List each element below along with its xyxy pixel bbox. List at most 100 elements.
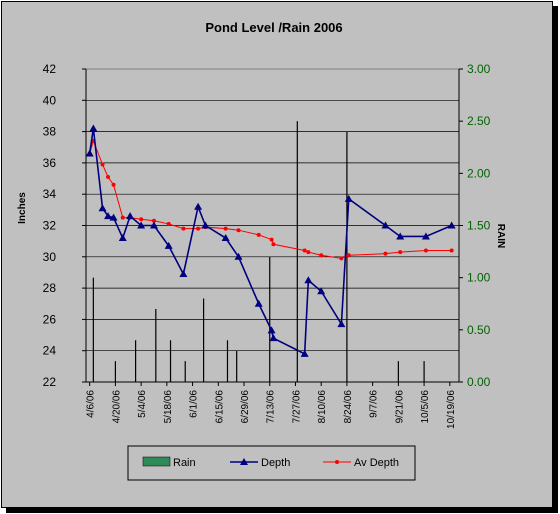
depth-point: [269, 334, 278, 342]
av-depth-point: [139, 217, 144, 222]
rain-bar: [397, 361, 399, 382]
rain-bar: [423, 361, 425, 382]
depth-point: [85, 149, 94, 157]
right-tick-label: 3.00: [467, 62, 491, 76]
right-tick-label: 1.50: [467, 219, 491, 233]
left-tick-label: 32: [43, 219, 57, 233]
depth-point: [179, 270, 188, 278]
depth-point: [304, 276, 313, 284]
depth-point: [337, 320, 346, 328]
x-tick-label: 7/13/06: [266, 390, 277, 424]
frame-shadow-right: [553, 6, 558, 512]
legend-label-depth: Depth: [261, 457, 290, 469]
rain-bar: [114, 361, 116, 382]
depth-point: [194, 202, 203, 210]
x-tick-label: 9/21/06: [394, 390, 405, 424]
legend-label-av-depth: Av Depth: [354, 457, 399, 469]
x-tick-label: 10/19/06: [446, 390, 457, 429]
av-depth-point: [181, 226, 186, 231]
x-tick-label: 4/6/06: [86, 390, 97, 418]
right-tick-label: 2.50: [467, 114, 491, 128]
legend-label-rain: Rain: [173, 457, 196, 469]
depth-point: [149, 221, 158, 229]
depth-point: [221, 234, 230, 242]
left-tick-label: 22: [43, 375, 57, 389]
av-depth-point: [196, 226, 201, 231]
left-tick-label: 30: [43, 250, 57, 264]
left-axis: 22 24 26 28 30 32 34 36 38 40 42: [43, 62, 87, 389]
depth-point: [396, 232, 405, 240]
x-tick-label: 8/10/06: [317, 390, 328, 424]
rain-bar: [184, 361, 186, 382]
left-tick-label: 28: [43, 281, 57, 295]
right-tick-label: 2.00: [467, 166, 491, 180]
y-axis-label-left: Inches: [17, 192, 28, 224]
av-depth-point: [271, 242, 276, 247]
av-depth-point: [339, 256, 344, 261]
depth-point: [381, 221, 390, 229]
rain-bar: [346, 131, 348, 382]
av-depth-point: [236, 228, 241, 233]
depth-point: [447, 221, 456, 229]
av-depth-point: [449, 248, 454, 253]
x-tick-label: 6/15/06: [214, 390, 225, 424]
rain-bar: [155, 308, 157, 382]
depth-point: [89, 124, 98, 132]
x-tick-label: 8/24/06: [343, 390, 354, 424]
av-depth-point: [423, 248, 428, 253]
rain-bar: [269, 256, 271, 382]
av-depth-point: [223, 226, 228, 231]
rain-bar: [135, 340, 137, 382]
left-tick-label: 38: [43, 125, 57, 139]
left-tick-label: 34: [43, 187, 57, 201]
x-tick-label: 5/4/06: [137, 390, 148, 418]
depth-point: [267, 326, 276, 334]
av-depth-point: [346, 253, 351, 258]
av-depth-point: [269, 237, 274, 242]
x-tick-label: 10/5/06: [420, 390, 431, 424]
rain-bars: [92, 121, 425, 383]
legend-marker-depth: [240, 458, 248, 465]
depth-series: [85, 124, 456, 357]
av-depth-point: [256, 232, 261, 237]
x-tick-label: 7/27/06: [291, 390, 302, 424]
av-depth-point: [120, 215, 125, 220]
depth-point: [317, 287, 326, 295]
av-depth-point: [306, 250, 311, 255]
av-depth-point: [383, 251, 388, 256]
depth-point: [164, 241, 173, 249]
right-tick-label: 0.00: [467, 375, 491, 389]
y-axis-label-right: RAIN: [495, 224, 506, 248]
depth-point: [98, 204, 107, 212]
right-tick-label: 1.00: [467, 271, 491, 285]
x-tick-label: 9/7/06: [369, 390, 380, 418]
left-tick-label: 36: [43, 156, 57, 170]
av-depth-point: [100, 162, 105, 167]
rain-bar: [296, 121, 298, 383]
depth-point: [126, 212, 135, 220]
av-depth-point: [106, 174, 111, 179]
depth-point: [137, 221, 146, 229]
x-axis: 4/6/06 4/20/06 5/4/06 5/18/06 6/1/06 6/15/06 6…: [86, 381, 459, 429]
x-tick-label: 6/1/06: [189, 390, 200, 418]
av-depth-point: [151, 218, 156, 223]
depth-point: [118, 234, 127, 242]
right-tick-label: 0.50: [467, 323, 491, 337]
av-depth-point: [398, 250, 403, 255]
left-tick-label: 24: [43, 344, 57, 358]
legend-box: [127, 445, 416, 481]
right-axis: 0.00 0.50 1.00 1.50 2.00 2.50 3.00: [458, 62, 491, 389]
legend-marker-av-depth: [335, 460, 339, 464]
rain-bar: [236, 350, 238, 382]
rain-bar: [226, 340, 229, 382]
depth-point: [104, 212, 113, 220]
rain-bar: [202, 298, 205, 382]
rain-bar: [169, 340, 172, 382]
av-depth-point: [166, 221, 171, 226]
av-depth-point: [319, 253, 324, 258]
depth-point: [300, 349, 309, 357]
x-tick-label: 4/20/06: [111, 390, 122, 424]
depth-point: [254, 299, 263, 307]
av-depth-point: [111, 182, 116, 187]
